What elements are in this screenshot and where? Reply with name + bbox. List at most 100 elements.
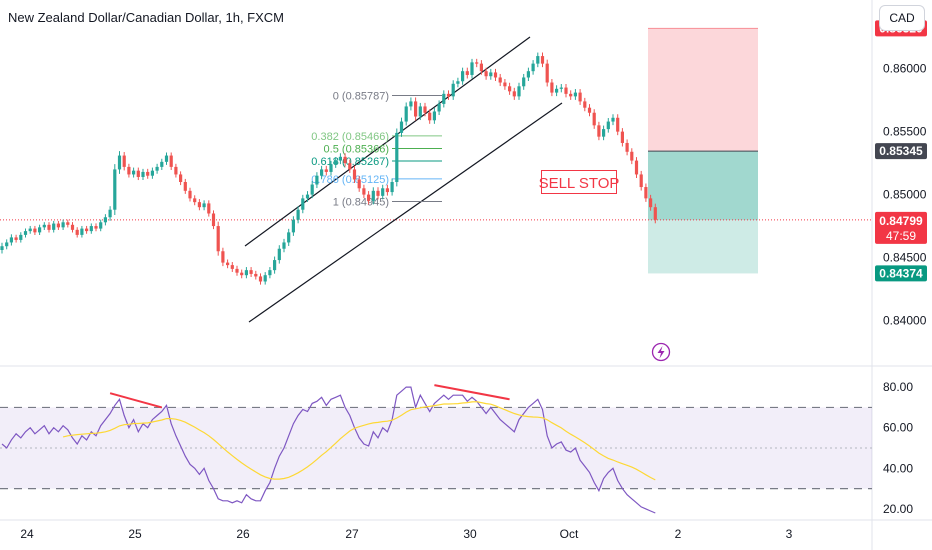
candle bbox=[136, 167, 140, 181]
candle-body bbox=[23, 231, 28, 235]
price-tick-label: 0.85500 bbox=[883, 125, 927, 139]
candle bbox=[164, 152, 169, 165]
candle bbox=[362, 184, 366, 199]
candle bbox=[564, 84, 568, 98]
candle-body bbox=[573, 92, 577, 97]
candle-body bbox=[493, 72, 498, 78]
candle-body bbox=[489, 72, 493, 77]
price-tick-label: 0.85000 bbox=[883, 188, 927, 202]
candle-body bbox=[569, 93, 573, 97]
candle bbox=[592, 109, 596, 129]
candle bbox=[193, 195, 197, 206]
candle-body bbox=[522, 77, 526, 87]
candle-body bbox=[324, 169, 328, 172]
candle-body bbox=[221, 251, 225, 263]
fib-sep: ( bbox=[339, 174, 346, 186]
current-price-bg bbox=[875, 211, 927, 244]
time-tick-label: Oct bbox=[560, 527, 579, 541]
candle-body bbox=[390, 182, 394, 193]
candle-body bbox=[202, 203, 206, 208]
candle bbox=[587, 104, 592, 117]
candle bbox=[508, 82, 512, 95]
candle-body bbox=[381, 188, 385, 196]
candle-body bbox=[310, 184, 314, 195]
candle-body bbox=[70, 224, 75, 230]
fib-label: 0 (0.85787) bbox=[333, 90, 389, 102]
fib-price: 0.85466 bbox=[346, 131, 386, 143]
time-tick-label: 3 bbox=[786, 527, 793, 541]
candle bbox=[498, 73, 502, 87]
candle-body bbox=[61, 222, 65, 228]
candle bbox=[531, 60, 535, 75]
fib-level: 0.5 bbox=[324, 144, 339, 156]
candle bbox=[461, 67, 465, 85]
candle bbox=[263, 272, 267, 285]
time-tick-label: 2 bbox=[675, 527, 682, 541]
candle-body bbox=[475, 62, 479, 64]
candle bbox=[315, 172, 319, 189]
candle bbox=[423, 102, 427, 117]
candle-body bbox=[498, 77, 502, 83]
currency-button[interactable]: CAD bbox=[879, 5, 925, 31]
candle bbox=[117, 151, 122, 174]
candle bbox=[282, 238, 286, 253]
candle-body bbox=[263, 275, 267, 282]
candle bbox=[348, 159, 352, 173]
candle bbox=[470, 58, 474, 79]
candle bbox=[47, 222, 51, 233]
candle bbox=[183, 178, 187, 194]
candle bbox=[489, 68, 493, 80]
candle bbox=[465, 67, 469, 79]
lightning-icon bbox=[651, 342, 671, 362]
candle-body bbox=[305, 194, 310, 199]
candle-body bbox=[155, 166, 159, 171]
candle-body bbox=[38, 227, 42, 233]
candle bbox=[179, 171, 183, 186]
candle-body bbox=[470, 62, 474, 75]
candle-body bbox=[80, 228, 84, 235]
candle bbox=[235, 265, 239, 276]
candle-body bbox=[630, 151, 634, 161]
candle bbox=[442, 90, 446, 108]
candle bbox=[108, 206, 112, 221]
candle-body bbox=[216, 226, 220, 252]
candle bbox=[202, 200, 206, 211]
channel-upper-line bbox=[244, 36, 531, 247]
candle bbox=[56, 220, 60, 230]
time-tick-label: 25 bbox=[128, 527, 142, 541]
candle bbox=[555, 85, 559, 97]
rsi-tick-label: 80.00 bbox=[883, 380, 913, 394]
stop-price-label-bg bbox=[875, 265, 927, 282]
candle bbox=[244, 267, 248, 279]
candle bbox=[343, 153, 347, 167]
axes-layer: 0.86000 0.85500 0.85000 0.84500 0.84000 80.00… bbox=[20, 62, 926, 541]
candle-body bbox=[277, 248, 281, 261]
fib-price: 0.85787 bbox=[346, 90, 386, 102]
entry-price-label-bg bbox=[875, 143, 927, 160]
candle-body bbox=[367, 194, 371, 201]
candle-body bbox=[395, 132, 399, 182]
candle-body bbox=[193, 198, 197, 203]
candle-body bbox=[526, 71, 530, 78]
candle bbox=[169, 152, 173, 170]
candle bbox=[428, 109, 432, 124]
candle-body bbox=[136, 170, 140, 177]
candle-body bbox=[244, 270, 248, 276]
candle-body bbox=[169, 155, 173, 167]
candle-body bbox=[273, 260, 277, 271]
candle bbox=[301, 194, 305, 214]
candle bbox=[404, 102, 408, 126]
lightning-icon-bolt bbox=[657, 346, 665, 359]
candle-body bbox=[94, 226, 98, 229]
candle-body bbox=[564, 87, 568, 94]
candle-body bbox=[550, 82, 554, 93]
candle bbox=[249, 267, 253, 278]
candles-layer[interactable] bbox=[0, 52, 657, 285]
candle-body bbox=[235, 268, 239, 273]
candle bbox=[132, 167, 136, 178]
candle bbox=[573, 89, 577, 100]
candle-body bbox=[653, 207, 657, 220]
